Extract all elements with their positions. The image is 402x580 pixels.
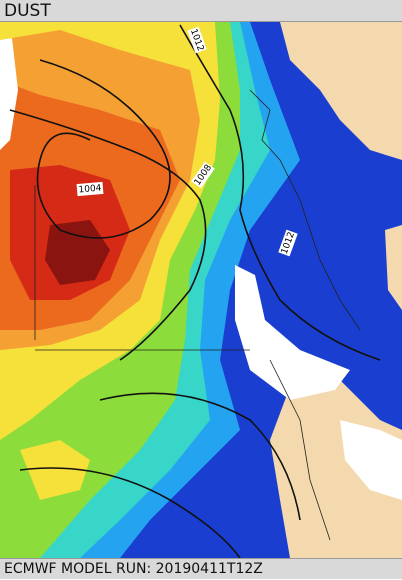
label-box bbox=[187, 26, 207, 54]
coastline bbox=[249, 89, 361, 331]
label-box bbox=[76, 181, 104, 197]
header-title: DUST bbox=[0, 0, 402, 22]
white-area bbox=[235, 265, 350, 400]
land bbox=[270, 360, 402, 558]
isobar-label: 1004 bbox=[78, 183, 102, 195]
land bbox=[280, 22, 402, 160]
land bbox=[385, 225, 402, 310]
dust-field bbox=[20, 440, 90, 500]
isobars bbox=[9, 24, 381, 558]
coastlines bbox=[34, 89, 361, 541]
white-area bbox=[0, 38, 18, 150]
label-box bbox=[191, 161, 215, 189]
isobar bbox=[179, 24, 381, 361]
isobar bbox=[36, 59, 171, 239]
border bbox=[34, 185, 250, 351]
footer-text: ECMWF MODEL RUN: 20190411T12Z bbox=[0, 558, 402, 579]
map: 1012 1008 1004 1012 bbox=[0, 22, 402, 558]
dust-field bbox=[45, 220, 110, 285]
coastline bbox=[269, 359, 331, 541]
isobar bbox=[99, 392, 301, 521]
label-box bbox=[278, 229, 298, 257]
white-area bbox=[340, 420, 402, 500]
isobar bbox=[9, 109, 207, 361]
isobar bbox=[19, 467, 241, 558]
